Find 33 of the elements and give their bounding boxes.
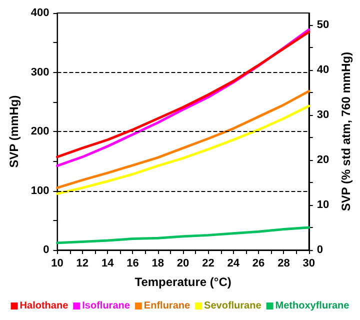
- legend-label: Isoflurane: [82, 300, 130, 312]
- legend-label: Enflurane: [144, 300, 190, 312]
- x-tick-label: 12: [76, 258, 89, 270]
- y2-tick-label: 30: [316, 108, 330, 121]
- y2-tick-label: 40: [316, 64, 330, 76]
- x-tick-label: 16: [126, 258, 139, 270]
- x-tick-label: 24: [227, 258, 240, 270]
- y2-tick-label: 10: [316, 198, 330, 211]
- line-series: [56, 104, 310, 195]
- x-tick-label: 22: [202, 258, 214, 270]
- x-tick-label: 20: [176, 258, 190, 270]
- legend-label: Methoxyflurane: [275, 300, 350, 312]
- line-series: [56, 226, 310, 244]
- y2-tick-label: 0: [316, 244, 323, 256]
- y-tick-label: 200: [30, 126, 50, 138]
- x-tick-label: 14: [101, 258, 115, 270]
- x-tick-label: 26: [252, 258, 265, 270]
- y2-tick-label: 20: [316, 154, 330, 166]
- y-tick-label: 0: [43, 244, 50, 256]
- legend-label: Halothane: [20, 300, 69, 312]
- y-axis-title: SVP (mmHg): [7, 95, 21, 168]
- x-tick-label: 18: [152, 258, 164, 270]
- x-axis-title: Temperature (°C): [134, 275, 232, 289]
- y2-tick-label: 50: [316, 18, 330, 31]
- x-tick-label: 28: [278, 258, 290, 270]
- y-tick-label: 100: [30, 184, 50, 197]
- y-tick-label: 400: [30, 7, 50, 19]
- x-tick-label: 10: [51, 258, 64, 270]
- x-tick-label: 30: [302, 258, 315, 270]
- y2-axis-title: SVP (% std atm, 760 mmHg): [339, 52, 353, 212]
- y-tick-label: 300: [30, 66, 50, 78]
- legend-label: Sevoflurane: [204, 300, 262, 312]
- line-series: [56, 90, 310, 190]
